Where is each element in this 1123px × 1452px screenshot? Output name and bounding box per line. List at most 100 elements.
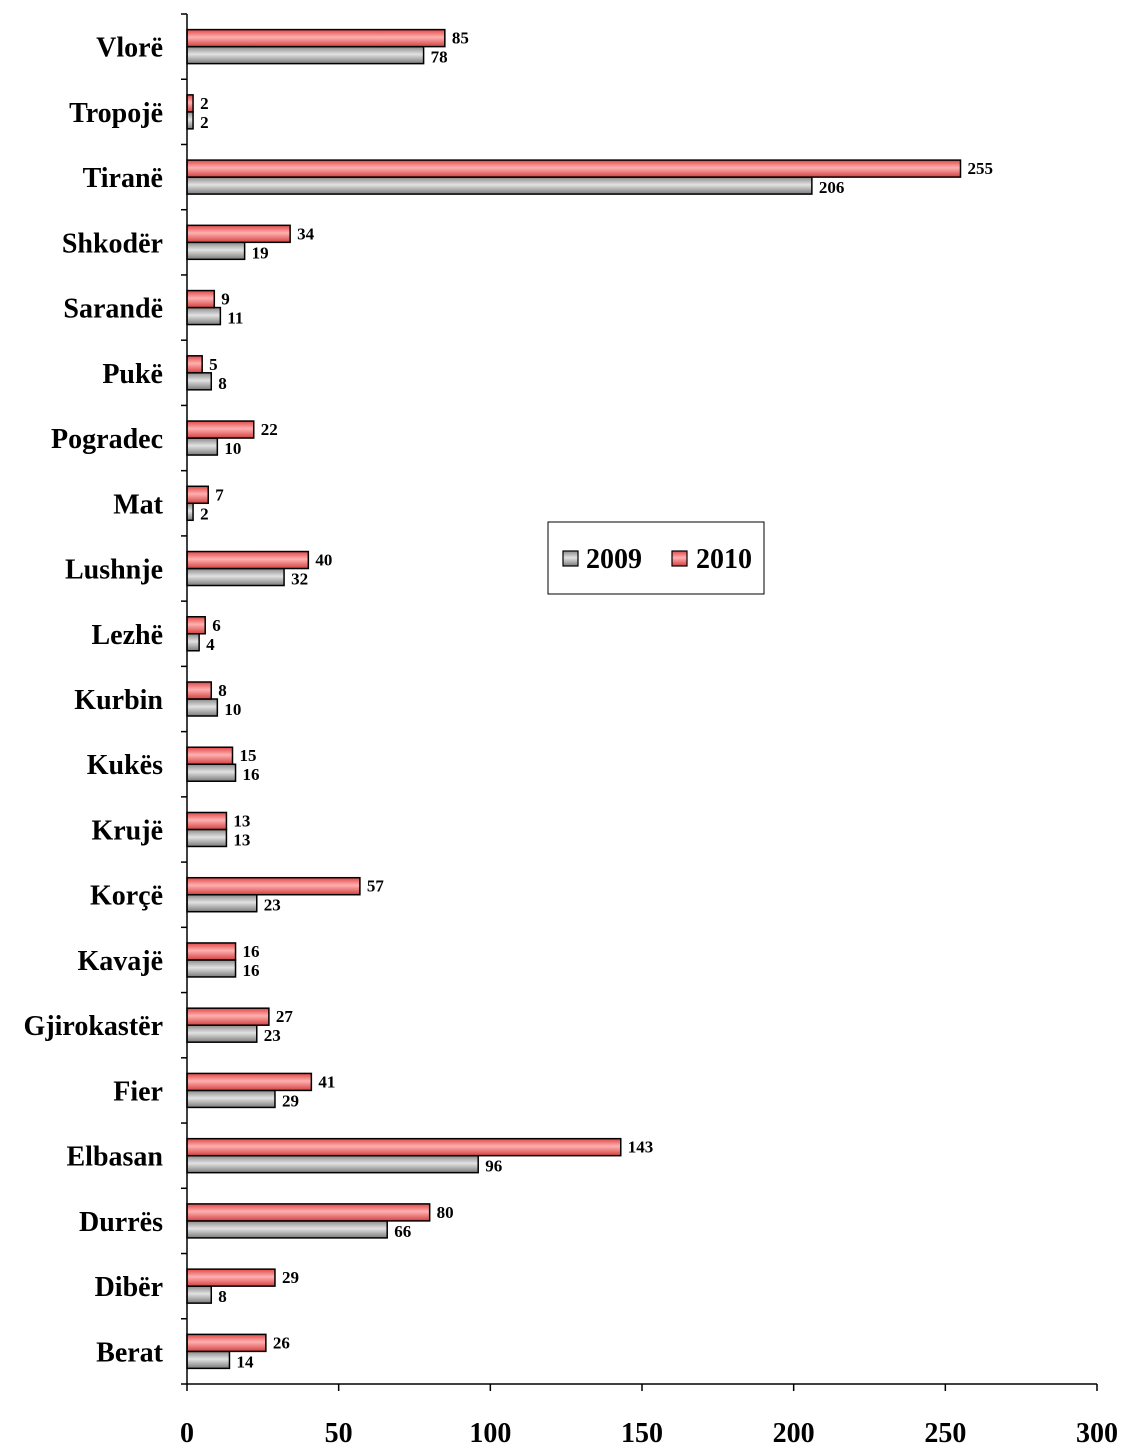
data-label-2009-kavaje: 16 bbox=[243, 961, 260, 980]
bar-2009-durres bbox=[186, 1220, 388, 1239]
data-label-2009-lezhe: 4 bbox=[206, 635, 215, 654]
data-label-2010-fier: 41 bbox=[318, 1072, 335, 1091]
data-label-2009-kruje: 13 bbox=[233, 830, 250, 849]
data-label-2010-shkoder: 34 bbox=[297, 224, 315, 243]
bar-2010-durres bbox=[186, 1203, 431, 1222]
data-label-2009-tropoje: 2 bbox=[200, 113, 209, 132]
bar-2010-tirane bbox=[186, 159, 962, 178]
bar-2009-vlore bbox=[186, 45, 425, 65]
bar-2010-pogradec bbox=[186, 420, 255, 439]
x-tick-label-300: 300 bbox=[1076, 1418, 1118, 1447]
data-label-2010-korce: 57 bbox=[367, 877, 385, 896]
legend: 2009 2010 bbox=[547, 521, 765, 595]
bar-2010-kurbin bbox=[186, 681, 213, 700]
category-label-mat: Mat bbox=[113, 489, 163, 520]
bar-2010-lezhe bbox=[186, 616, 206, 635]
data-label-2010-diber: 29 bbox=[282, 1268, 299, 1287]
data-label-2010-kavaje: 16 bbox=[243, 942, 260, 961]
data-label-2010-lushnje: 40 bbox=[315, 551, 332, 570]
data-label-2010-pogradec: 22 bbox=[261, 420, 278, 439]
data-label-2009-shkoder: 19 bbox=[252, 243, 269, 262]
data-label-2010-tirane: 255 bbox=[968, 159, 994, 178]
category-label-kurbin: Kurbin bbox=[74, 685, 163, 716]
bar-2009-pogradec bbox=[186, 437, 219, 456]
data-label-2009-korce: 23 bbox=[264, 896, 281, 915]
bar-2009-diber bbox=[186, 1285, 213, 1304]
bar-2009-fier bbox=[186, 1089, 276, 1109]
bar-2009-tropoje bbox=[186, 111, 194, 130]
bar-2009-mat bbox=[186, 502, 194, 522]
category-label-shkoder: Shkodër bbox=[62, 228, 163, 259]
category-label-berat: Berat bbox=[96, 1337, 164, 1368]
data-label-2010-berat: 26 bbox=[273, 1333, 290, 1352]
x-tick-label-200: 200 bbox=[773, 1418, 815, 1447]
legend-label-2010: 2010 bbox=[696, 544, 752, 575]
data-label-2010-durres: 80 bbox=[437, 1203, 454, 1222]
category-label-kavaje: Kavajë bbox=[77, 946, 163, 977]
bar-2009-berat bbox=[186, 1350, 231, 1370]
x-tick-label-50: 50 bbox=[325, 1418, 353, 1447]
bar-2010-elbasan bbox=[186, 1137, 622, 1157]
bar-2009-lushnje bbox=[186, 567, 285, 587]
category-label-kukes: Kukës bbox=[87, 750, 163, 781]
category-label-korce: Korçë bbox=[90, 881, 163, 912]
data-label-2009-diber: 8 bbox=[218, 1287, 227, 1306]
bar-2009-korce bbox=[186, 893, 258, 913]
data-label-2010-gjirokaster: 27 bbox=[276, 1007, 294, 1026]
data-label-2009-pogradec: 10 bbox=[224, 439, 241, 458]
bar-2010-gjirokaster bbox=[186, 1007, 270, 1026]
data-label-2009-gjirokaster: 23 bbox=[264, 1026, 281, 1045]
x-tick-label-150: 150 bbox=[621, 1418, 663, 1447]
bar-2009-sarande bbox=[186, 306, 222, 326]
data-label-2010-kukes: 15 bbox=[240, 746, 257, 765]
data-label-2009-mat: 2 bbox=[200, 504, 209, 523]
bar-2010-fier bbox=[186, 1072, 313, 1092]
data-label-2010-sarande: 9 bbox=[221, 290, 230, 309]
bar-2009-lezhe bbox=[186, 633, 200, 652]
bar-2010-tropoje bbox=[186, 94, 194, 113]
data-label-2009-kurbin: 10 bbox=[224, 700, 241, 719]
legend-box bbox=[547, 521, 765, 595]
category-label-elbasan: Elbasan bbox=[67, 1142, 164, 1173]
bar-2010-kavaje bbox=[186, 942, 237, 961]
category-label-gjirokaster: Gjirokastër bbox=[24, 1011, 163, 1042]
bar-2010-kukes bbox=[186, 746, 234, 765]
category-label-durres: Durrës bbox=[79, 1207, 163, 1238]
bar-2010-diber bbox=[186, 1268, 276, 1287]
data-label-2009-sarande: 11 bbox=[227, 309, 243, 328]
category-label-tirane: Tiranë bbox=[83, 163, 163, 194]
category-label-sarande: Sarandë bbox=[63, 294, 163, 325]
bar-2010-kruje bbox=[186, 811, 228, 831]
data-label-2009-elbasan: 96 bbox=[485, 1157, 502, 1176]
category-label-pogradec: Pogradec bbox=[51, 424, 163, 455]
category-label-puke: Pukë bbox=[102, 359, 163, 390]
legend-swatch-2009 bbox=[562, 550, 579, 567]
bar-2009-puke bbox=[186, 372, 213, 391]
category-label-kruje: Krujë bbox=[91, 815, 163, 846]
data-label-2010-tropoje: 2 bbox=[200, 94, 209, 113]
data-label-2010-elbasan: 143 bbox=[628, 1138, 654, 1157]
bar-2010-berat bbox=[186, 1333, 267, 1353]
bar-2010-lushnje bbox=[186, 550, 310, 570]
bar-2009-gjirokaster bbox=[186, 1024, 258, 1043]
data-label-2010-mat: 7 bbox=[215, 485, 224, 504]
data-label-2010-puke: 5 bbox=[209, 355, 218, 374]
x-tick-label-250: 250 bbox=[924, 1418, 966, 1447]
data-label-2009-tirane: 206 bbox=[819, 178, 845, 197]
category-label-diber: Dibër bbox=[95, 1272, 163, 1303]
category-label-lushnje: Lushnje bbox=[65, 555, 163, 586]
x-tick-label-0: 0 bbox=[180, 1418, 194, 1447]
axes-layer: 0 50 100 150 200 250 300 bbox=[180, 13, 1118, 1449]
bar-2010-puke bbox=[186, 355, 203, 374]
data-label-2009-kukes: 16 bbox=[243, 765, 260, 784]
bar-2009-elbasan bbox=[186, 1154, 479, 1174]
category-label-vlore: Vlorë bbox=[96, 33, 163, 64]
category-label-tropoje: Tropojë bbox=[69, 98, 163, 129]
data-label-2010-lezhe: 6 bbox=[212, 616, 221, 635]
bar-2009-tirane bbox=[186, 176, 813, 195]
x-tick-label-100: 100 bbox=[469, 1418, 511, 1447]
data-label-2009-durres: 66 bbox=[394, 1222, 411, 1241]
category-label-fier: Fier bbox=[113, 1076, 163, 1107]
data-label-2009-puke: 8 bbox=[218, 374, 227, 393]
